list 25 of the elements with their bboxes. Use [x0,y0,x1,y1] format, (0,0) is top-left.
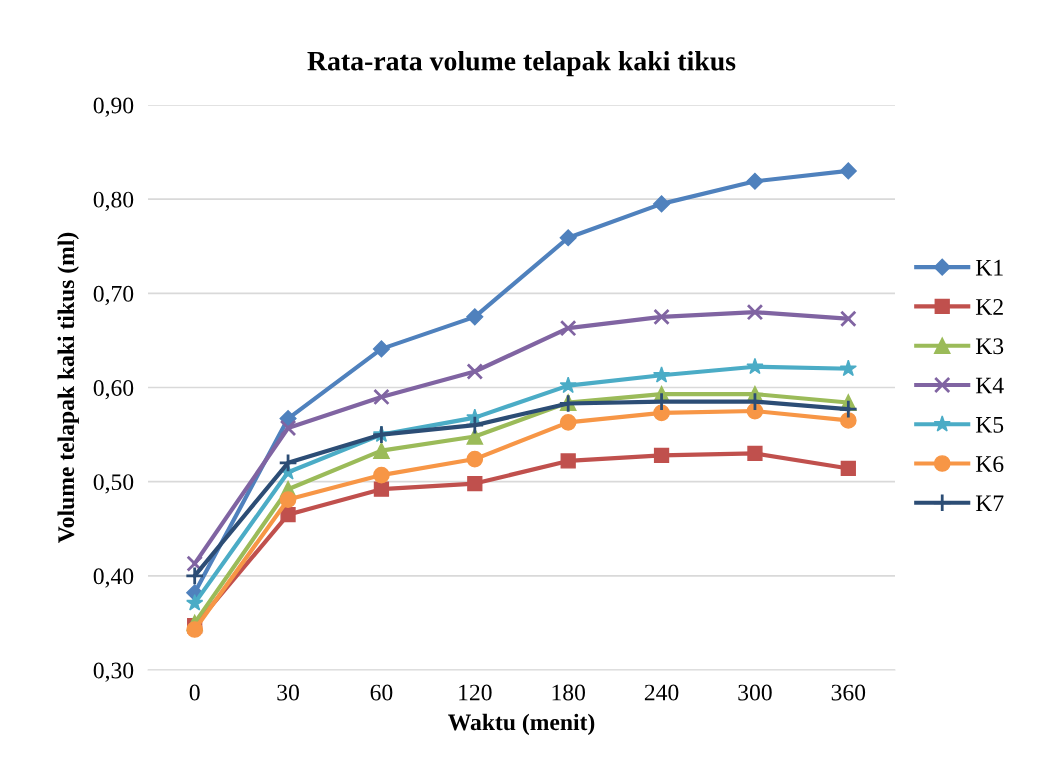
legend-label: K4 [975,377,1004,394]
x-tick-label: 300 [738,684,772,701]
x-tick-label: 360 [831,684,866,701]
x-tick-label: 30 [277,684,299,701]
legend-label: K5 [975,417,1004,433]
y-axis-title: Volume telapak kaki tikus (ml) [57,232,79,543]
x-tick-label: 180 [552,684,585,701]
y-tick-label: 0,50 [93,474,134,494]
x-tick-label: 240 [644,684,679,701]
y-tick-label: 0,40 [93,568,134,588]
legend-label: K7 [975,495,1004,512]
y-tick-label: 0,80 [93,191,134,211]
x-tick-label: 0 [189,684,200,701]
y-tick-label: 0,30 [93,662,134,682]
legend-label: K2 [975,299,1003,315]
legend-label: K6 [975,456,1004,473]
legend-label: K3 [975,338,1004,355]
legend-label: K1 [975,259,1003,276]
x-axis-title: Waktu (menit) [448,713,595,736]
x-tick-label: 120 [459,684,492,701]
x-tick-label: 60 [370,684,393,701]
y-tick-label: 0,70 [93,285,134,306]
y-tick-label: 0,90 [93,97,134,117]
y-tick-label: 0,60 [93,379,134,400]
chart-title: Rata-rata volume telapak kaki tikus [307,51,736,77]
